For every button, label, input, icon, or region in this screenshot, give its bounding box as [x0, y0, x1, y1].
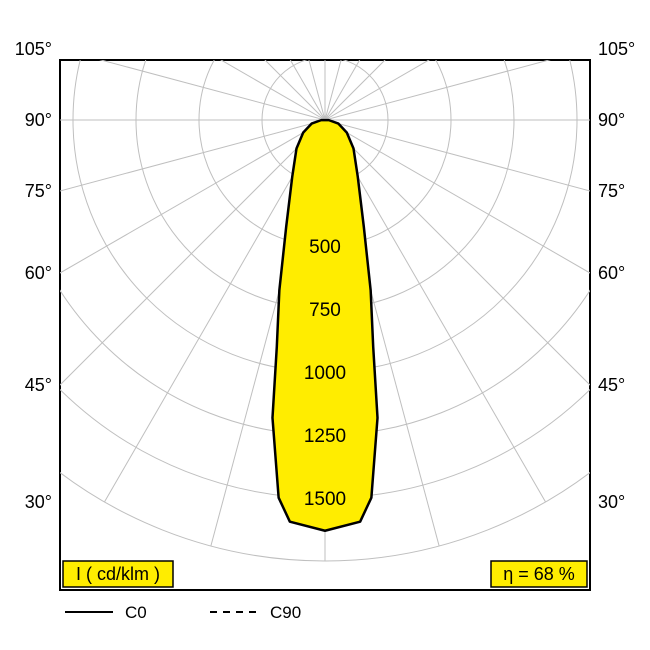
intensity-unit-box: I ( cd/klm ) [63, 561, 173, 587]
legend: C0 C90 [65, 603, 301, 622]
ring-label: 1500 [304, 489, 346, 510]
angle-label-left: 90° [25, 110, 52, 130]
ring-label: 1250 [304, 426, 346, 447]
efficiency-label: η = 68 % [503, 564, 575, 584]
angle-label-left: 60° [25, 263, 52, 283]
efficiency-box: η = 68 % [491, 561, 587, 587]
angle-label-left: 105° [15, 39, 52, 59]
angle-label-left: 30° [25, 492, 52, 512]
angle-label-right: 45° [598, 375, 625, 395]
angle-label-left: 75° [25, 181, 52, 201]
ring-label: 1000 [304, 363, 346, 384]
angle-label-left: 45° [25, 375, 52, 395]
photometric-polar-chart: 500 750 1000 1250 1500 I ( cd/klm ) η = 68 %… [0, 0, 650, 650]
intensity-unit-label: I ( cd/klm ) [76, 564, 160, 584]
angle-label-right: 30° [598, 492, 625, 512]
angle-label-right: 75° [598, 181, 625, 201]
angle-label-right: 60° [598, 263, 625, 283]
angle-label-right: 105° [598, 39, 635, 59]
angle-label-right: 90° [598, 110, 625, 130]
legend-label: C90 [270, 603, 301, 622]
ring-label: 500 [309, 237, 341, 258]
legend-label: C0 [125, 603, 147, 622]
ring-label: 750 [309, 300, 341, 321]
